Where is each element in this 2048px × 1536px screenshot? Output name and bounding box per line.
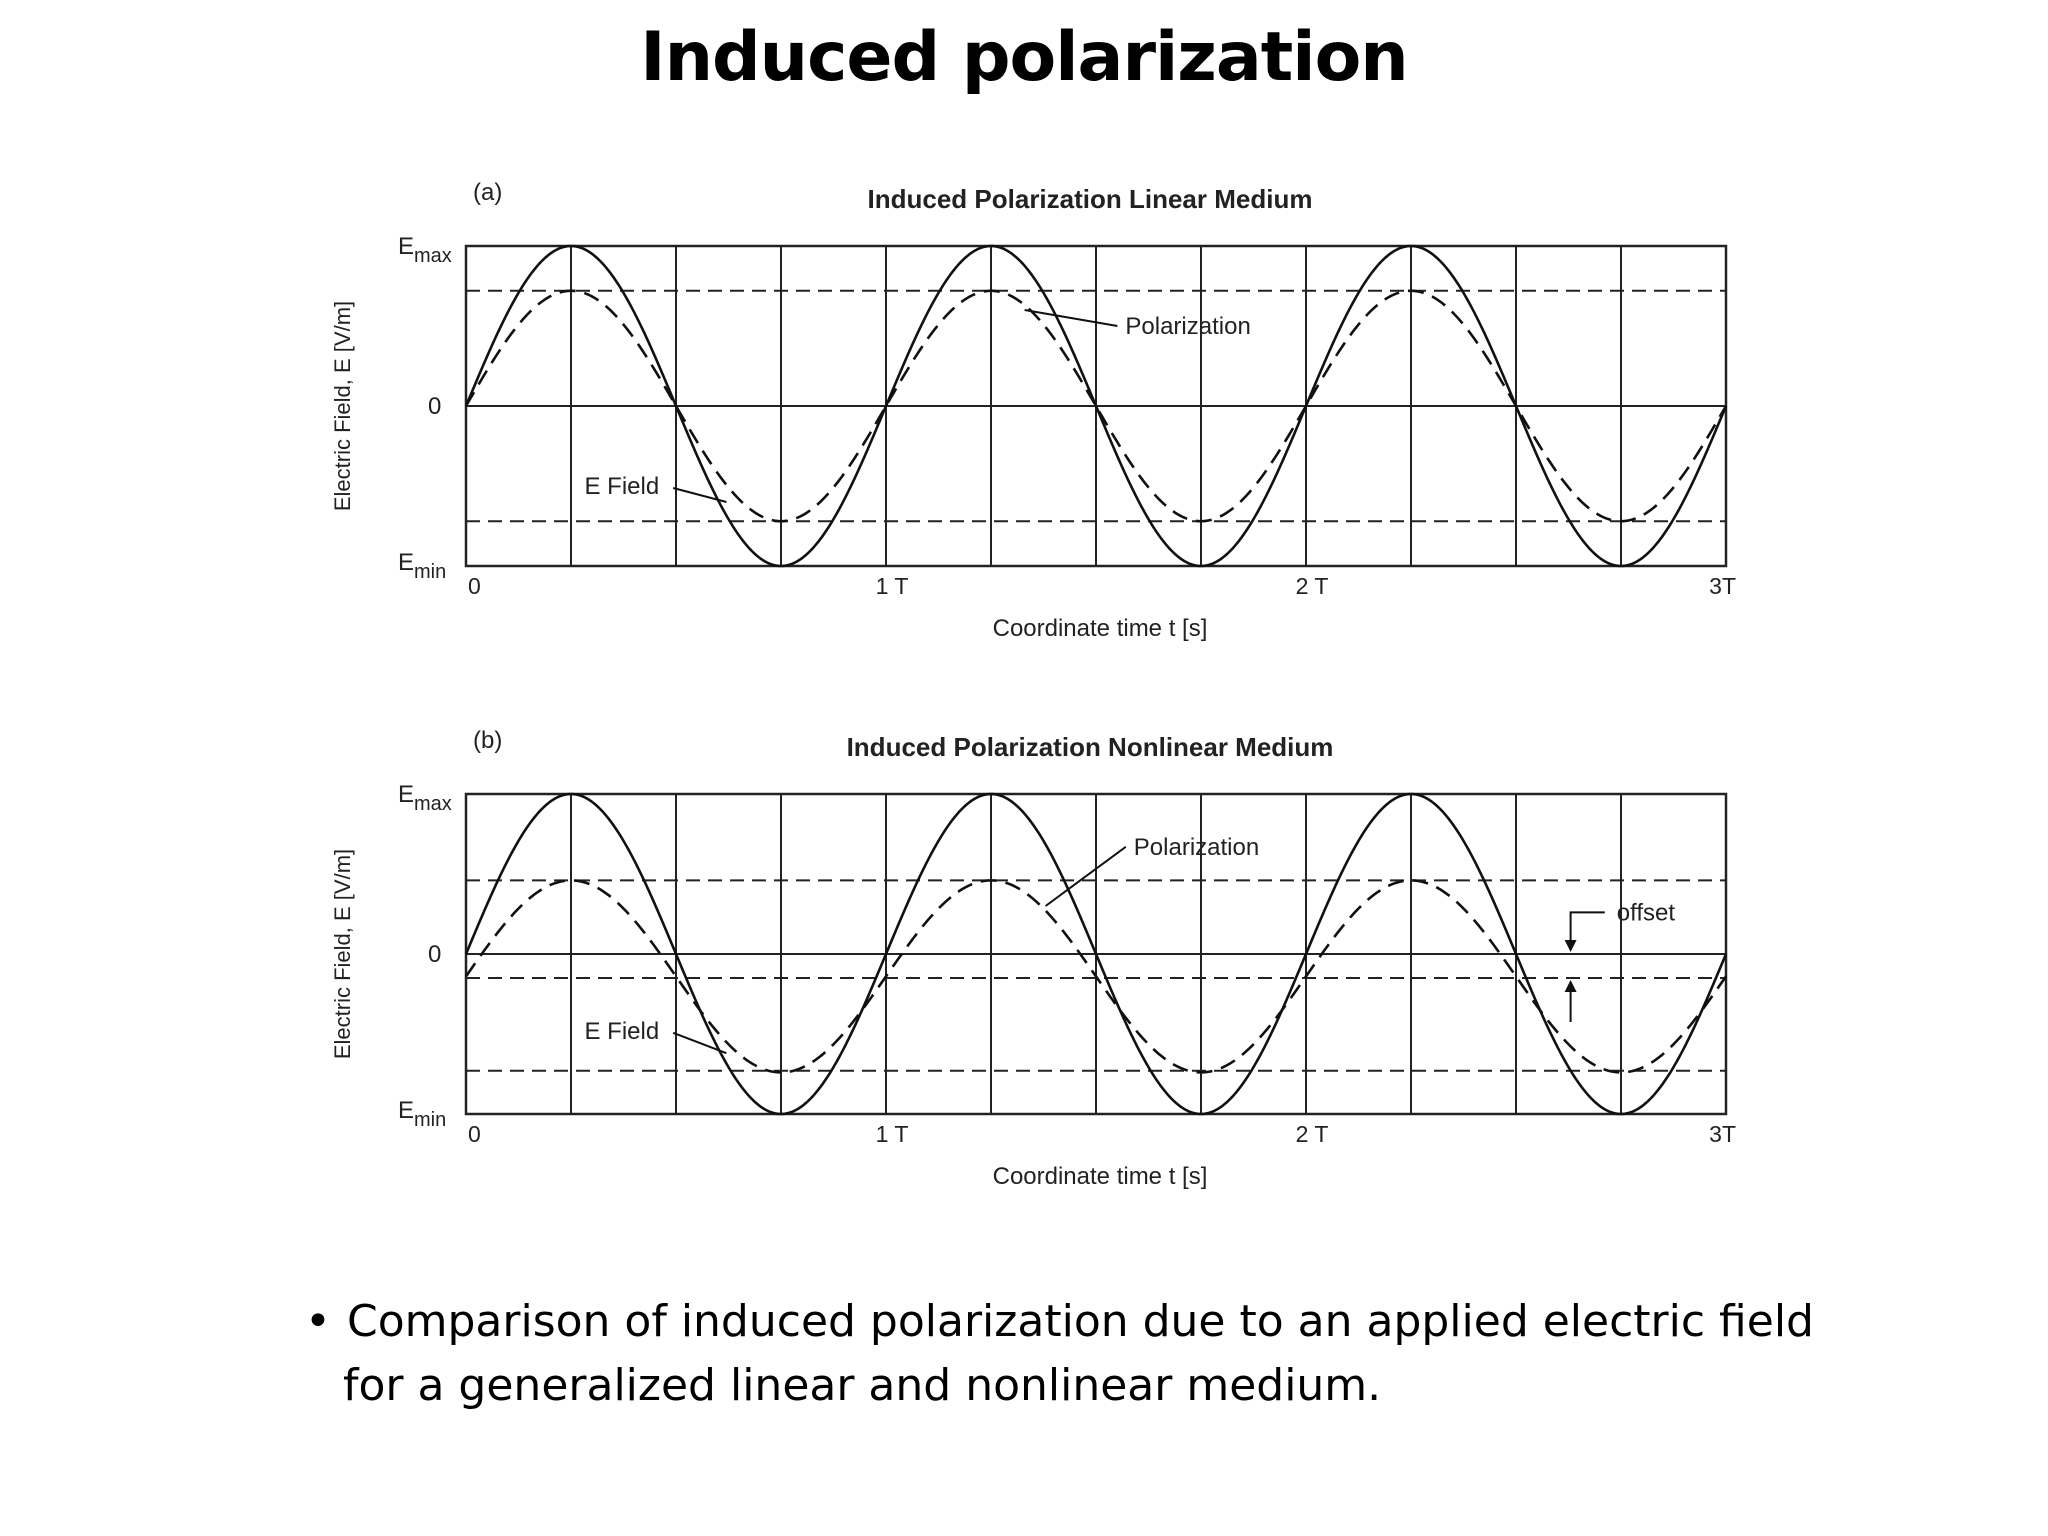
offset-arrow-top — [1569, 911, 1605, 950]
y-axis-label: Electric Field, E [V/m] — [330, 849, 355, 1059]
y-axis-label: Electric Field, E [V/m] — [330, 301, 355, 511]
annotation-leader — [672, 1031, 727, 1055]
series-polarization — [464, 289, 1728, 523]
y-tick-label: 0 — [428, 393, 441, 420]
offset-arrowhead-bottom — [1564, 980, 1577, 992]
series-polarization — [464, 879, 1728, 1074]
annotation-polarization: Polarization — [1125, 313, 1250, 340]
caption-bullet: • — [305, 1296, 331, 1347]
x-tick-label: 2 T — [1296, 573, 1329, 599]
panel-label: (a) — [473, 179, 502, 206]
x-axis-label: Coordinate time t [s] — [993, 615, 1208, 642]
y-tick-label: 0 — [428, 941, 441, 968]
annotation-offset: offset — [1617, 899, 1676, 926]
x-tick-label: 3T — [1709, 573, 1736, 599]
chart-linear-medium: (a) Induced Polarization Linear Medium 0 1 … — [330, 179, 1736, 642]
x-tick-label: 0 — [468, 1121, 481, 1147]
annotation-polarization: Polarization — [1134, 834, 1259, 861]
chart-nonlinear-medium: (b) Induced Polarization Nonlinear Medium… — [330, 727, 1736, 1190]
chart-title: Induced Polarization Nonlinear Medium — [847, 732, 1334, 762]
x-axis-label: Coordinate time t [s] — [993, 1163, 1208, 1190]
panel-label: (b) — [473, 727, 502, 754]
x-tick-label: 2 T — [1296, 1121, 1329, 1147]
caption-line-2: for a generalized linear and nonlinear m… — [343, 1360, 1382, 1411]
annotation-e-field: E Field — [584, 473, 659, 500]
y-tick-label: Emin — [398, 1097, 446, 1131]
x-tick-label: 3T — [1709, 1121, 1736, 1147]
caption-line-1: Comparison of induced polarization due t… — [347, 1296, 1814, 1347]
annotation-e-field: E Field — [584, 1018, 659, 1045]
y-tick-label: Emax — [398, 233, 452, 267]
annotation-leader — [1045, 845, 1127, 907]
series-e-field — [464, 792, 1728, 1116]
slide-title: Induced polarization — [640, 18, 1408, 97]
offset-arrowhead-top — [1564, 940, 1577, 952]
y-tick-label: Emin — [398, 549, 446, 583]
x-tick-label: 1 T — [876, 1121, 909, 1147]
x-tick-label: 0 — [468, 573, 481, 599]
annotation-leader — [672, 487, 727, 503]
annotation-leader — [1024, 309, 1118, 327]
x-tick-label: 1 T — [876, 573, 909, 599]
chart-title: Induced Polarization Linear Medium — [868, 184, 1313, 214]
y-tick-label: Emax — [398, 781, 452, 815]
